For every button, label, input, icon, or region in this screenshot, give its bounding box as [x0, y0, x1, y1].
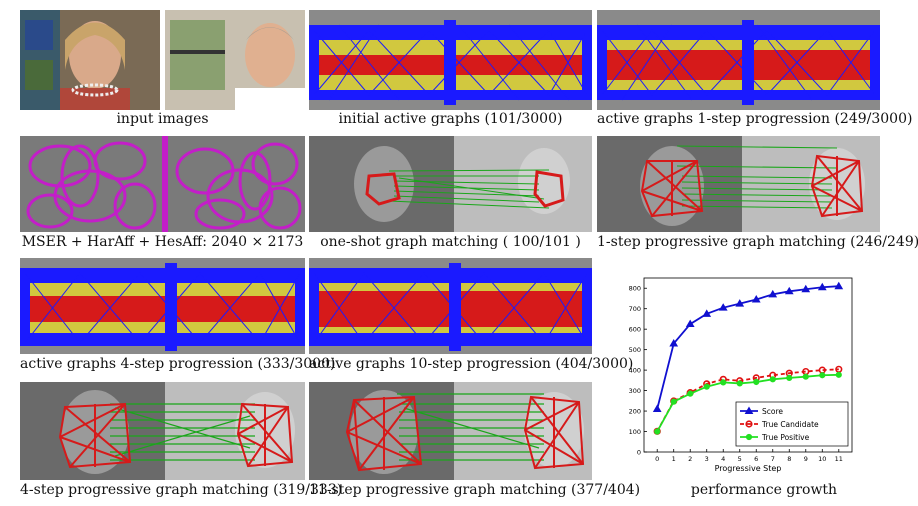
y-tick-label: 800 — [629, 285, 641, 293]
legend-marker — [745, 433, 753, 441]
caption-input-images: input images — [116, 111, 209, 127]
data-point — [670, 398, 677, 405]
legend-marker — [745, 420, 753, 428]
caption-features: MSER + HarAff + HesAff: 2040 × 2173 — [21, 234, 304, 250]
data-point — [702, 309, 712, 317]
y-tick-label: 400 — [629, 367, 641, 375]
caption-active-1step: active graphs 1-step progression (249/30… — [597, 111, 913, 127]
y-tick-label: 100 — [629, 428, 641, 436]
caption-progressive-11step: 11-step progressive graph matching (377/… — [309, 482, 641, 498]
data-point — [751, 295, 761, 303]
data-point — [735, 299, 745, 307]
data-point — [802, 373, 809, 380]
y-tick-label: 500 — [629, 346, 641, 354]
one-shot-matching-panel — [309, 136, 592, 232]
progressive-11step-panel — [309, 382, 592, 480]
y-tick-label: 600 — [629, 326, 641, 334]
performance-chart: 0 100 200 300 400 500 600 700 800 0 1 2 3 4 5 6 7 8 9 10 11 P… — [614, 270, 914, 482]
caption-performance: performance growth — [690, 482, 838, 498]
data-point — [786, 374, 793, 381]
performance-chart-svg: 0 100 200 300 400 500 600 700 800 0 1 2 3 4 5 6 7 8 9 10 11 P… — [629, 277, 853, 473]
legend-label: True Positive — [761, 433, 810, 442]
x-tick-label: 5 — [738, 455, 742, 463]
y-tick-label: 200 — [629, 408, 641, 416]
x-tick-label: 8 — [787, 455, 791, 463]
x-tick-label: 10 — [818, 455, 826, 463]
x-tick-label: 4 — [721, 455, 725, 463]
x-tick-label: 9 — [804, 455, 808, 463]
x-tick-label: 1 — [672, 455, 676, 463]
caption-one-shot: one-shot graph matching ( 100/101 ) — [320, 234, 581, 250]
data-point — [687, 390, 694, 397]
data-point — [736, 380, 743, 387]
data-point — [654, 428, 661, 435]
data-point — [834, 281, 844, 290]
data-point — [801, 284, 811, 293]
caption-initial-active: initial active graphs (101/3000) — [338, 111, 563, 127]
data-point — [835, 371, 842, 378]
data-point — [718, 303, 728, 311]
data-point — [784, 286, 794, 295]
data-point — [720, 379, 727, 386]
data-point — [703, 383, 710, 390]
initial-active-graphs-panel — [309, 10, 592, 110]
data-point — [685, 319, 695, 328]
data-point — [669, 339, 679, 347]
progressive-1step-panel — [597, 136, 880, 232]
x-tick-label: 11 — [835, 455, 843, 463]
legend-marker — [744, 406, 754, 414]
x-tick-label: 2 — [688, 455, 692, 463]
data-point — [817, 282, 827, 291]
features-panel — [20, 136, 305, 232]
data-point — [652, 404, 662, 413]
y-tick-label: 300 — [629, 387, 641, 395]
data-point — [768, 289, 778, 298]
caption-progressive-4step: 4-step progressive graph matching (319/3… — [20, 482, 343, 498]
caption-progressive-1step: 1-step progressive graph matching (246/2… — [597, 234, 918, 250]
x-tick-label: 7 — [771, 455, 775, 463]
active-graphs-10step-panel — [309, 258, 592, 354]
data-point — [753, 378, 760, 386]
x-tick-label: 0 — [655, 455, 659, 463]
input-images-panel — [20, 10, 305, 110]
legend-label: True Candidate — [761, 420, 819, 429]
data-point — [769, 376, 776, 383]
x-tick-label: 3 — [705, 455, 709, 463]
active-graphs-4step-panel — [20, 258, 305, 354]
active-graphs-1step-panel — [597, 10, 880, 110]
y-tick-label: 0 — [637, 449, 641, 457]
x-axis-label: Progressive Step — [715, 464, 782, 473]
x-tick-label: 6 — [754, 455, 758, 463]
legend-label: Score — [762, 407, 783, 416]
y-tick-label: 700 — [629, 305, 641, 313]
series-line-score — [656, 285, 839, 410]
caption-active-4step: active graphs 4-step progression (333/30… — [20, 356, 336, 372]
data-point — [819, 372, 826, 379]
progressive-4step-panel — [20, 382, 305, 480]
caption-active-10step: active graphs 10-step progression (404/3… — [309, 356, 634, 372]
